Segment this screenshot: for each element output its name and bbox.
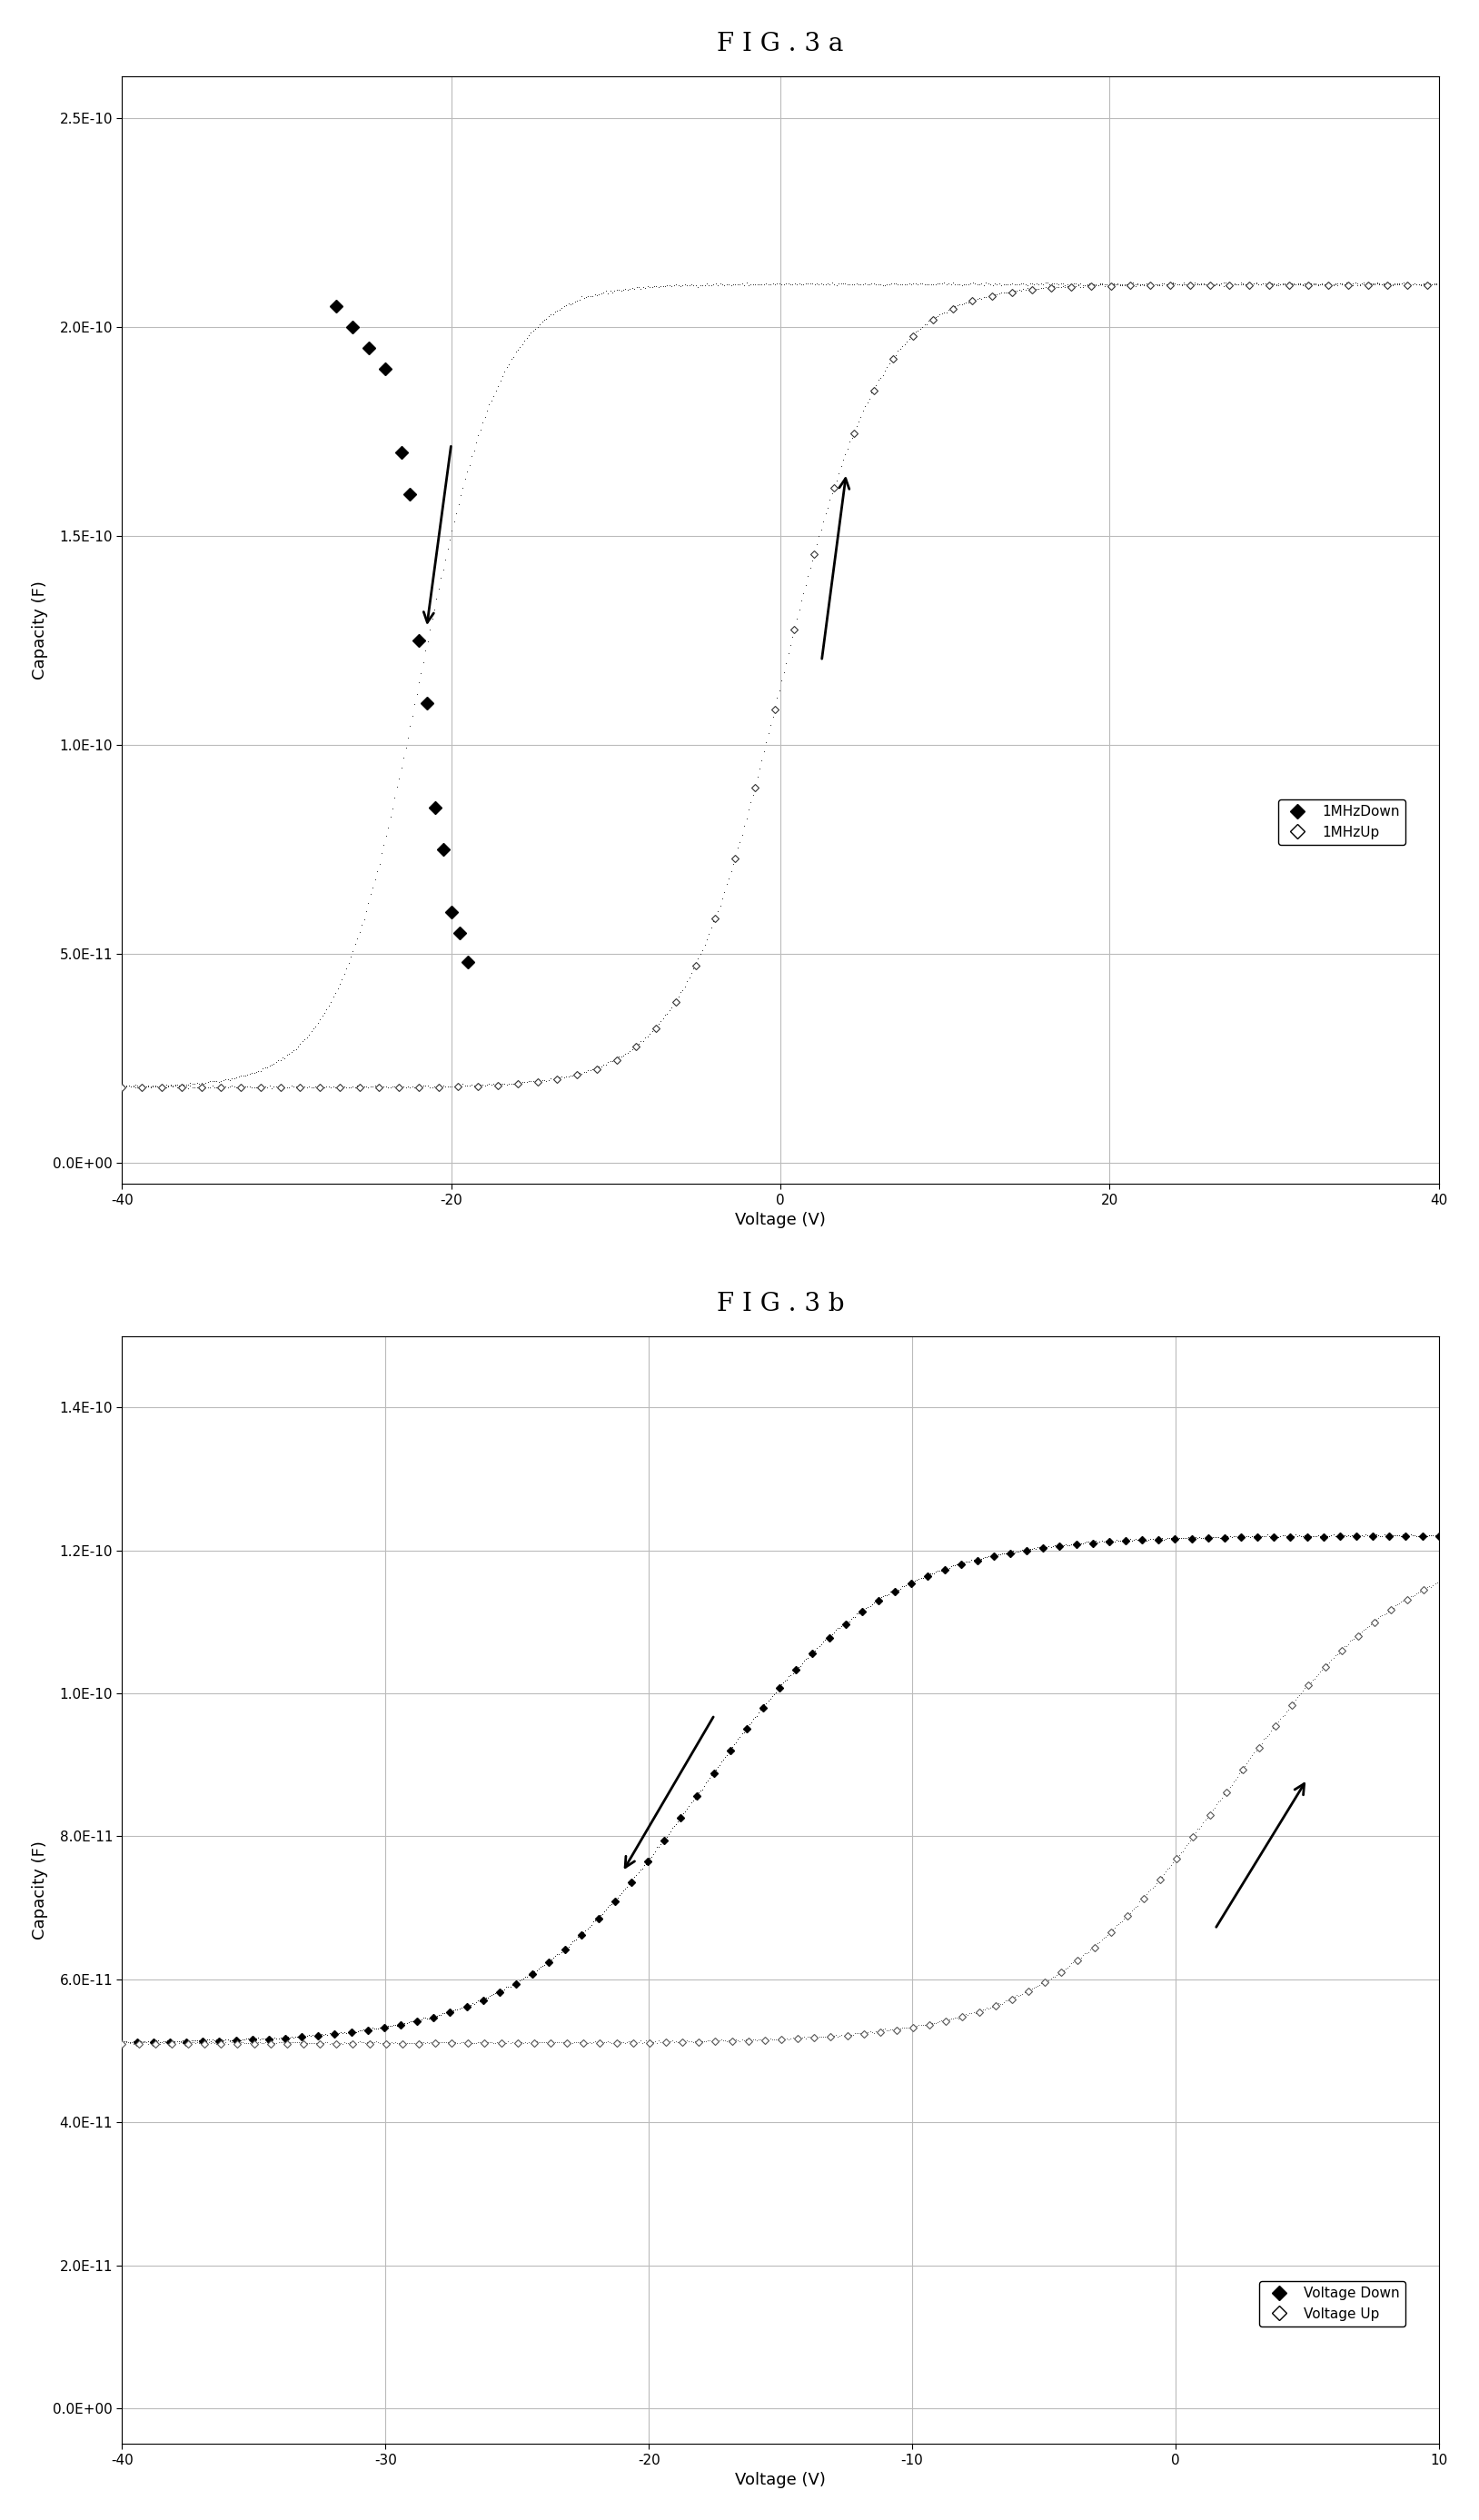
X-axis label: Voltage (V): Voltage (V) [735,1212,825,1227]
X-axis label: Voltage (V): Voltage (V) [735,2472,825,2487]
Legend: Voltage Down, Voltage Up: Voltage Down, Voltage Up [1260,2281,1405,2326]
Y-axis label: Capacity (F): Capacity (F) [31,580,47,680]
Title: F I G . 3 b: F I G . 3 b [717,1293,845,1315]
Legend: 1MHzDown, 1MHzUp: 1MHzDown, 1MHzUp [1278,799,1405,844]
Title: F I G . 3 a: F I G . 3 a [717,33,843,55]
Y-axis label: Capacity (F): Capacity (F) [31,1840,47,1940]
